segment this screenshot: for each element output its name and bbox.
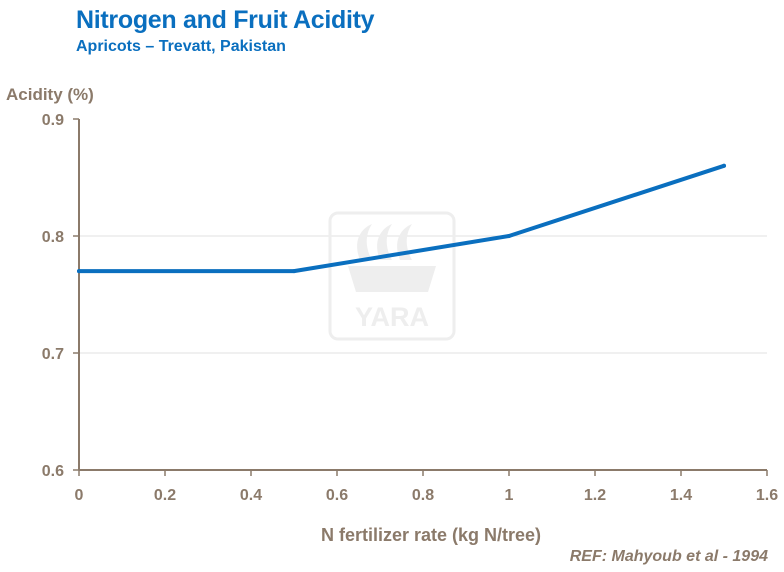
y-tick-label: 0.6 bbox=[42, 463, 64, 480]
watermark-text: YARA bbox=[355, 302, 429, 332]
x-tick-label: 1 bbox=[505, 487, 514, 504]
y-tick-label: 0.7 bbox=[42, 346, 64, 363]
data-point bbox=[292, 269, 296, 274]
x-tick-label: 0.2 bbox=[154, 487, 176, 504]
grid-lines bbox=[79, 235, 767, 354]
x-tick-label: 0 bbox=[75, 487, 84, 504]
data-line bbox=[77, 163, 726, 274]
data-point bbox=[77, 269, 81, 274]
y-axis-label: Acidity (%) bbox=[6, 85, 94, 104]
yara-watermark: YARA bbox=[328, 211, 456, 341]
x-tick-label: 1.2 bbox=[584, 487, 606, 504]
x-tick-label: 1.4 bbox=[670, 487, 692, 504]
x-tick-label: 1.6 bbox=[756, 487, 778, 504]
x-tick-label: 0.8 bbox=[412, 487, 434, 504]
y-tick-label: 0.9 bbox=[42, 112, 64, 129]
chart-subtitle: Apricots – Trevatt, Pakistan bbox=[76, 38, 286, 55]
y-tick-label: 0.8 bbox=[42, 229, 64, 246]
series-layer bbox=[77, 163, 726, 274]
reference-note: REF: Mahyoub et al - 1994 bbox=[569, 548, 768, 565]
chart-title: Nitrogen and Fruit Acidity bbox=[76, 6, 375, 34]
x-tick-label: 0.4 bbox=[240, 487, 262, 504]
x-tick-label: 0.6 bbox=[326, 487, 348, 504]
data-point bbox=[722, 163, 726, 168]
x-axis-label: N fertilizer rate (kg N/tree) bbox=[321, 525, 541, 545]
data-point bbox=[507, 234, 511, 238]
axes bbox=[73, 118, 768, 476]
tick-labels: 0.6 0.7 0.8 0.9 0 0.2 0.4 0.6 0.8 1 1.2 1.4 1.6 bbox=[42, 112, 778, 504]
